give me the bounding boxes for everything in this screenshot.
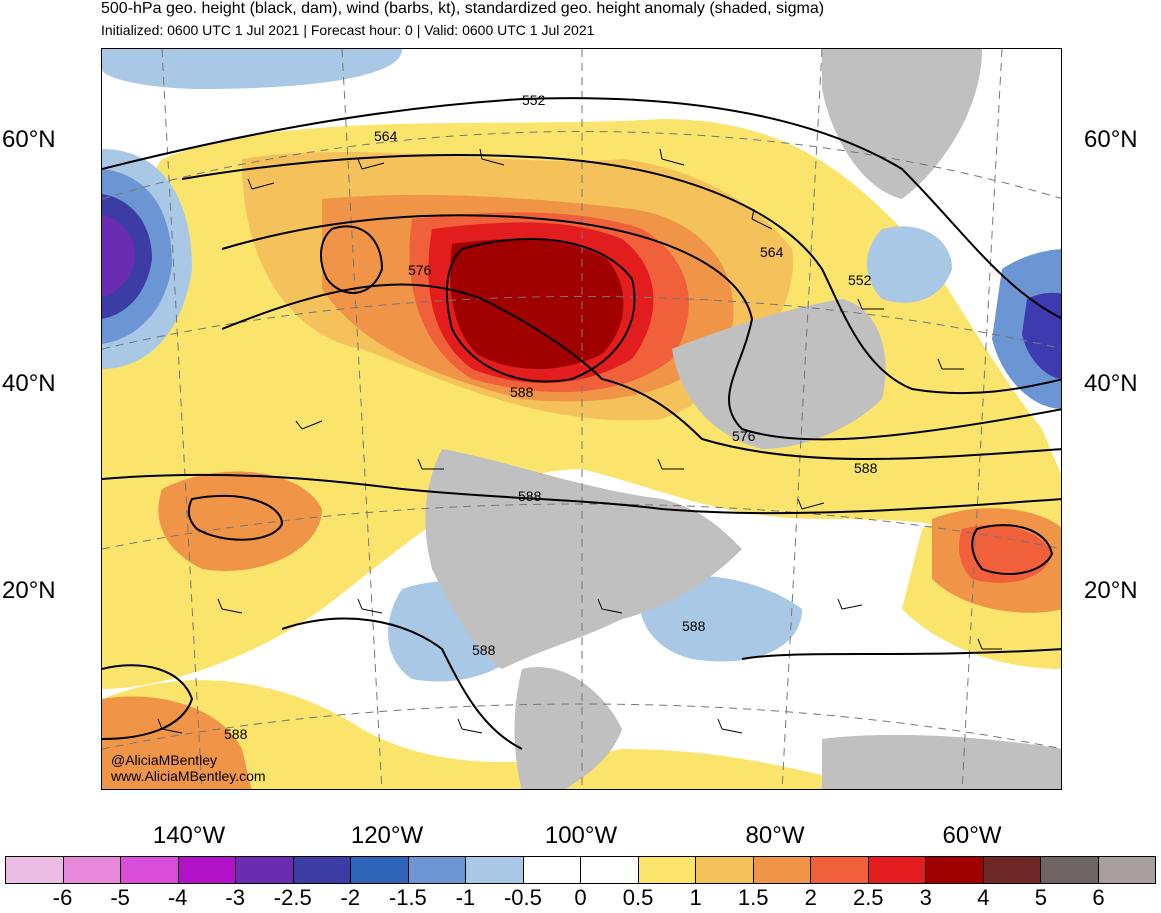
colorbar-tick-label: 0.5: [622, 885, 654, 910]
lon-label-80w: 80°W: [745, 822, 805, 849]
lat-label-20n-right: 20°N: [1084, 577, 1138, 604]
colorbar-swatch: [868, 857, 926, 883]
colorbar-swatch: [63, 857, 121, 883]
wind-barbs: [157, 148, 1002, 734]
colorbar-swatch: [753, 857, 811, 883]
height-contours: [102, 97, 1061, 750]
colorbar-swatch: [121, 857, 179, 883]
colorbar-tick-label: 2.5: [852, 885, 884, 910]
contour-label: 588: [854, 460, 878, 476]
colorbar-swatch: [811, 857, 869, 883]
credit-website: www.AliciaMBentley.com: [111, 768, 266, 784]
colorbar-swatch: [408, 857, 466, 883]
gulf-of-mexico-negative: [639, 575, 802, 662]
colorbar-tick-label: -5: [110, 885, 130, 910]
colorbar-swatch: [983, 857, 1041, 883]
contour-label: 588: [510, 384, 534, 400]
lon-label-60w: 60°W: [942, 822, 1002, 849]
colorbar-swatch: [926, 857, 984, 883]
contour-label: 552: [848, 272, 872, 288]
colorbar-swatch: [6, 857, 64, 883]
anomaly-colorbar: [5, 856, 1156, 884]
pacific-northwest-ridge-core: [450, 239, 624, 369]
weather-map-canvas: 552 564 576 564 552 588 576 588 588 588 …: [102, 49, 1061, 789]
contour-label: 564: [374, 128, 398, 144]
contour-label: 588: [472, 642, 496, 658]
credit-handle: @AliciaMBentley: [111, 752, 218, 768]
contour-label: 588: [224, 726, 248, 742]
colorbar-tick-label: 6: [1092, 885, 1105, 910]
colorbar-tick-label: 4: [977, 885, 990, 910]
eastern-pacific-high: [158, 471, 322, 571]
south-america-land: [822, 734, 1061, 789]
colorbar-tick-label: 1.5: [737, 885, 769, 910]
colorbar-swatch: [466, 857, 524, 883]
colorbar-swatch: [236, 857, 294, 883]
arctic-negative-region: [102, 49, 402, 89]
central-america-land: [514, 667, 622, 789]
lon-label-140w: 140°W: [152, 822, 226, 849]
colorbar-tick-label: -1: [455, 885, 476, 910]
weather-map[interactable]: 552 564 576 564 552 588 576 588 588 588 …: [101, 48, 1062, 790]
south-pacific-positive-region: [102, 680, 875, 789]
contour-label: 588: [518, 488, 542, 504]
colorbar-swatch: [178, 857, 236, 883]
eastern-canada-land: [672, 299, 886, 449]
colorbar-swatch: [1098, 857, 1155, 883]
colorbar-tick-label: 1: [689, 885, 702, 910]
colorbar-tick-label: -2.5: [273, 885, 312, 910]
contour-label: 588: [682, 618, 706, 634]
north-america-land: [425, 449, 742, 669]
colorbar-tick-label: 3: [919, 885, 932, 910]
colorbar-tick-label: 0: [574, 885, 587, 910]
colorbar-swatch: [351, 857, 409, 883]
lon-label-100w: 100°W: [544, 822, 618, 849]
colorbar-tick-label: -0.5: [503, 885, 542, 910]
colorbar-swatch: [523, 857, 581, 883]
lat-label-60n-right: 60°N: [1084, 126, 1138, 153]
colorbar-swatch: [293, 857, 351, 883]
colorbar-tick-label: -3: [225, 885, 245, 910]
greenland-land: [822, 49, 982, 199]
colorbar-tick-label: 2: [804, 885, 817, 910]
colorbar-tick-label: 5: [1034, 885, 1048, 910]
colorbar-tick-label: -6: [52, 885, 73, 910]
lat-label-20n-left: 20°N: [2, 577, 56, 604]
south-pacific-orange: [102, 696, 252, 789]
colorbar-tick-label: -1.5: [388, 885, 427, 910]
map-subtitle: Initialized: 0600 UTC 1 Jul 2021 | Forec…: [101, 22, 595, 38]
north-atlantic-low-core: [1022, 292, 1061, 379]
hudson-bay-negative: [867, 226, 952, 303]
contour-label: 576: [732, 428, 756, 444]
contour-label: 576: [408, 262, 432, 278]
lon-label-120w: 120°W: [350, 822, 424, 849]
lat-label-60n-left: 60°N: [2, 126, 56, 153]
colorbar-swatch: [638, 857, 696, 883]
colorbar-tick-label: -4: [167, 885, 188, 910]
graticule: [102, 49, 1061, 789]
colorbar-tick-label: -2: [340, 885, 361, 910]
lat-label-40n-left: 40°N: [2, 370, 56, 397]
contour-label: 552: [522, 92, 546, 108]
colorbar-swatch: [696, 857, 754, 883]
colorbar-swatch: [1041, 857, 1099, 883]
contour-label-group: 552 564 576 564 552 588 576 588 588 588 …: [224, 92, 878, 742]
map-title: 500-hPa geo. height (black, dam), wind (…: [101, 0, 825, 17]
colorbar-swatch: [581, 857, 639, 883]
gulf-of-alaska-low-core: [102, 214, 136, 297]
contour-label: 564: [760, 244, 784, 260]
lat-label-40n-right: 40°N: [1084, 370, 1138, 397]
